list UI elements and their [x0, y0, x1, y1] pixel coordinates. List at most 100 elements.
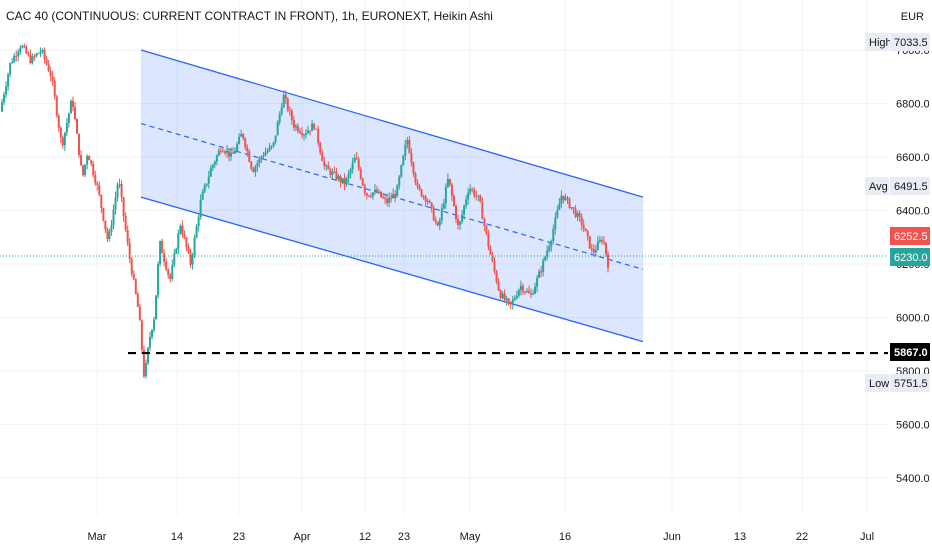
candle-body: [428, 200, 431, 203]
avg-label-bg: [865, 177, 889, 195]
x-tick-label: 13: [734, 531, 746, 543]
candle-body: [292, 120, 295, 128]
candle-body: [88, 155, 91, 161]
candle-body: [242, 133, 245, 139]
candle-body: [434, 220, 437, 223]
candle-body: [67, 113, 70, 124]
candle-body: [17, 51, 20, 57]
candle-body: [590, 248, 593, 250]
candle-body: [398, 176, 401, 186]
candle-body: [195, 226, 198, 238]
candle-body: [574, 208, 577, 217]
candle-body: [276, 122, 279, 136]
candle-body: [31, 56, 34, 64]
y-tick-label: 5600.0: [896, 420, 930, 432]
candle-body: [84, 164, 87, 176]
candle-body: [536, 277, 539, 287]
y-tick-label: 5400.0: [896, 473, 930, 485]
candle-body: [511, 299, 514, 305]
support-value: 5867.0: [894, 347, 928, 359]
candle-body: [351, 162, 354, 170]
candle-body: [335, 171, 338, 180]
candles-group: [1, 43, 609, 379]
candle-body: [600, 240, 603, 242]
time-axis[interactable]: Mar 14 23 Apr 12 23 May 16 Jun 13 22 Jul: [88, 531, 875, 543]
candle-body: [9, 62, 12, 75]
candle-body: [98, 185, 101, 195]
x-tick-label: 16: [559, 531, 571, 543]
candle-body: [294, 125, 297, 128]
candle-body: [331, 171, 334, 175]
channel-lower-line[interactable]: [140, 196, 644, 343]
avg-value: 6491.5: [894, 181, 928, 193]
candle-body: [94, 175, 97, 184]
candle-body: [252, 168, 255, 172]
candle-body: [254, 166, 257, 172]
candle-body: [604, 242, 607, 255]
channel-upper-line[interactable]: [140, 49, 644, 198]
candle-body: [165, 261, 168, 270]
candle-body: [527, 291, 530, 294]
candle-body: [246, 147, 249, 152]
candle-body: [181, 225, 184, 235]
candle-body: [525, 291, 528, 293]
candle-body: [82, 165, 85, 176]
y-tick-label: 6000.0: [896, 313, 930, 325]
y-tick-label: 6600.0: [896, 152, 930, 164]
candle-body: [475, 195, 478, 197]
candle-body: [473, 189, 476, 196]
channel-median-line: [140, 122, 644, 270]
candle-body: [392, 193, 395, 199]
candle-body: [256, 163, 259, 167]
price-axis[interactable]: EUR7000.06800.06600.06400.06200.06000.05…: [896, 11, 930, 485]
candle-body: [562, 195, 565, 200]
candle-body: [582, 224, 585, 229]
candle-body: [422, 196, 425, 198]
candle-body: [35, 53, 38, 57]
candle-body: [262, 155, 265, 157]
high-value-bg: [890, 33, 930, 51]
candle-body: [416, 182, 419, 187]
candle-body: [552, 229, 555, 242]
candle-body: [112, 209, 115, 226]
candle-body: [7, 74, 10, 87]
candle-body: [355, 157, 358, 160]
candle-body: [76, 119, 79, 134]
candle-body: [499, 290, 502, 298]
high-label: High: [869, 37, 892, 49]
candle-body: [546, 250, 549, 257]
candle-body: [384, 197, 387, 199]
candle-body: [130, 259, 133, 275]
candle-body: [471, 188, 474, 190]
candle-body: [199, 199, 202, 218]
candle-body: [120, 183, 123, 198]
candle-body: [570, 207, 573, 209]
candle-body: [78, 133, 81, 156]
candle-body: [144, 363, 147, 377]
low-value: 5751.5: [894, 378, 928, 390]
x-tick-label: Mar: [88, 531, 107, 543]
candle-body: [238, 136, 241, 144]
candle-body: [430, 202, 433, 208]
candle-body: [319, 143, 322, 153]
candle-body: [19, 47, 22, 52]
candle-body: [33, 56, 36, 58]
current-value-bg: [890, 248, 930, 266]
candle-body: [27, 53, 30, 55]
candle-body: [566, 197, 569, 199]
candle-body: [485, 225, 488, 234]
x-tick-label: Jun: [663, 531, 681, 543]
candle-body: [375, 189, 378, 193]
candle-body: [213, 161, 216, 165]
candle-body: [465, 199, 468, 206]
candle-body: [3, 94, 6, 103]
candle-body: [491, 254, 494, 262]
candle-body: [357, 159, 360, 169]
candle-body: [264, 152, 267, 156]
candle-body: [185, 237, 188, 248]
candle-body: [477, 195, 480, 197]
candle-body: [580, 216, 583, 225]
candle-body: [203, 185, 206, 192]
candle-body: [286, 98, 289, 111]
